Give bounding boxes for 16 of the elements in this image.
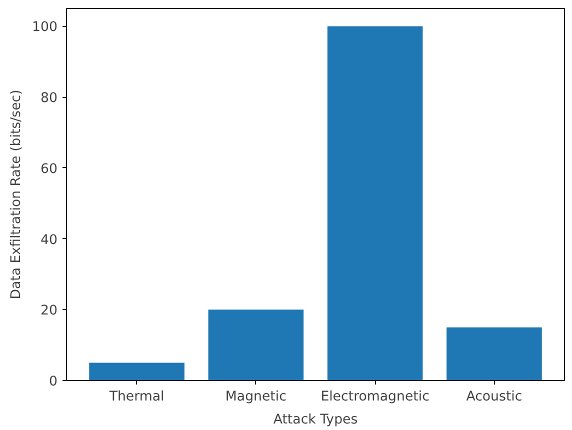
y-tick-label: 100 bbox=[32, 20, 58, 36]
x-axis-title: Attack Types bbox=[273, 412, 358, 428]
bar bbox=[446, 327, 542, 380]
y-tick-label: 80 bbox=[40, 91, 58, 106]
bar bbox=[208, 310, 304, 380]
y-tick-label: 20 bbox=[40, 304, 58, 319]
x-tick-label: Magnetic bbox=[225, 390, 286, 404]
x-tick-label: Electromagnetic bbox=[320, 390, 430, 404]
y-tick-label: 0 bbox=[49, 374, 58, 390]
y-axis-title: Data Exfiltration Rate (bits/sec) bbox=[9, 90, 24, 300]
bar bbox=[327, 26, 423, 380]
x-tick-label: Thermal bbox=[108, 390, 164, 404]
bar bbox=[89, 362, 184, 380]
y-tick-label: 40 bbox=[40, 232, 58, 248]
y-tick-label: 60 bbox=[40, 162, 58, 177]
x-tick-label: Acoustic bbox=[466, 390, 522, 404]
